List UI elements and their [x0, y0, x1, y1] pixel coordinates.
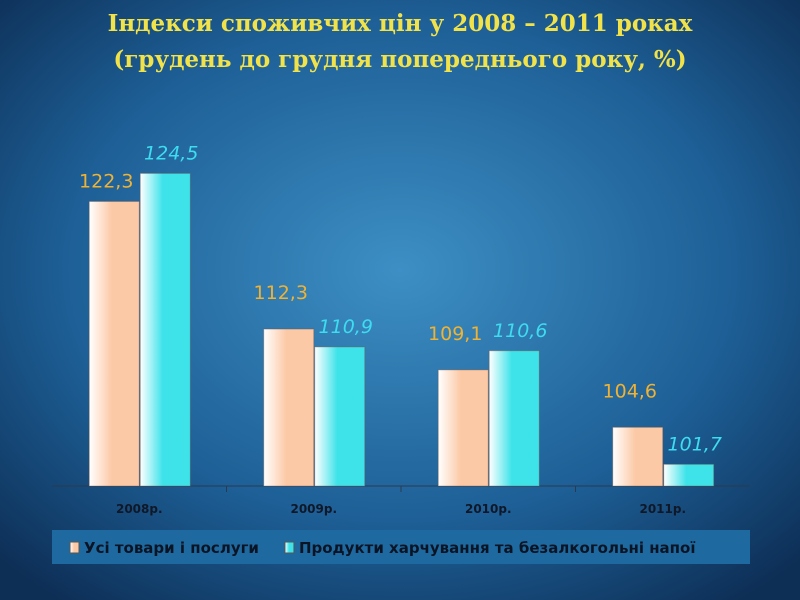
value-label: 110,6 [493, 320, 547, 342]
bar [314, 346, 366, 487]
legend-label: Усі товари і послуги [84, 539, 259, 557]
bar [437, 369, 489, 487]
bar [612, 426, 664, 487]
legend-swatch [284, 541, 295, 554]
legend-box [52, 530, 750, 564]
value-label: 110,9 [319, 316, 373, 338]
bar [139, 172, 191, 487]
legend-swatch [69, 541, 80, 554]
bar [488, 350, 540, 487]
value-label: 109,1 [428, 323, 482, 345]
value-label: 122,3 [79, 170, 133, 192]
x-tick-label: 2008р. [116, 502, 163, 516]
value-label: 104,6 [603, 380, 657, 402]
legend-label: Продукти харчування та безалкогольні нап… [299, 539, 696, 557]
chart-title: Індекси споживчих цін у 2008 – 2011 рока… [108, 10, 693, 37]
bar [88, 200, 140, 487]
value-label: 124,5 [144, 142, 198, 164]
chart-subtitle: (грудень до грудня попереднього року, %) [113, 46, 686, 73]
value-label: 112,3 [254, 282, 308, 304]
x-tick-label: 2010р. [465, 502, 512, 516]
x-tick-label: 2011р. [639, 502, 686, 516]
bar [263, 328, 315, 487]
x-tick-label: 2009р. [290, 502, 337, 516]
bar [663, 463, 715, 487]
value-label: 101,7 [668, 433, 722, 455]
